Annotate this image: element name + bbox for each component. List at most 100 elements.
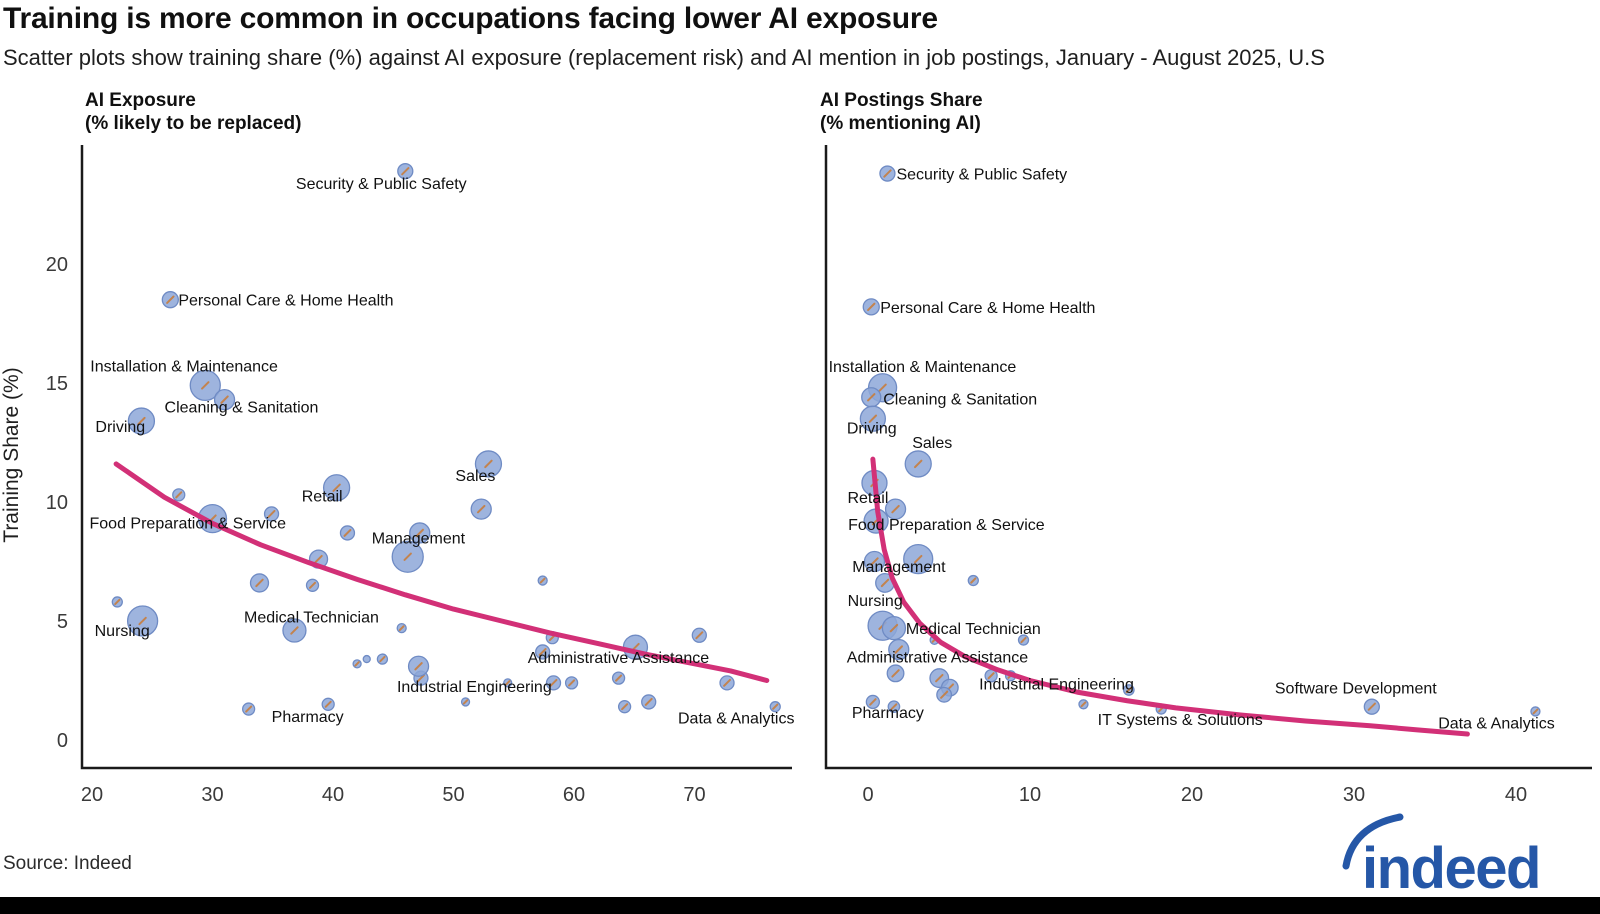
bubble-center-tick-icon: [1125, 686, 1133, 694]
y-tick-label: 20: [46, 254, 68, 276]
bubble-center-tick-icon: [621, 703, 629, 711]
point-label: Data & Analytics: [1438, 715, 1555, 732]
y-tick-label: 10: [46, 492, 68, 514]
bubble-center-tick-icon: [201, 381, 210, 390]
point-label: Nursing: [848, 593, 903, 610]
point-label: Security & Public Safety: [896, 167, 1067, 184]
indeed-logo-text: indeed: [1362, 836, 1540, 900]
bubble-center-tick-icon: [314, 554, 323, 564]
bubble-center-tick-icon: [1532, 708, 1539, 715]
x-tick-label: 30: [201, 784, 223, 806]
bubble-center-tick-icon: [568, 679, 576, 687]
x-tick-label: 20: [81, 784, 103, 806]
trend-line-left: [113, 461, 770, 683]
bubble-center-tick-icon: [462, 699, 469, 705]
x-tick-label: 70: [683, 784, 705, 806]
bubble-center-tick-icon: [644, 697, 653, 706]
chart-subtitle: Scatter plots show training share (%) ag…: [3, 45, 1325, 70]
bubble-center-tick-icon: [417, 674, 425, 683]
bubble-center-tick-icon: [880, 578, 890, 588]
bubble-center-tick-icon: [868, 414, 878, 423]
bubble-center-tick-icon: [914, 554, 923, 564]
x-tick-label: 40: [1505, 784, 1527, 806]
bubble-center-tick-icon: [869, 698, 877, 706]
point-label: IT Systems & Solutions: [1098, 712, 1263, 729]
panel-title-left: AI Exposure: [85, 90, 196, 111]
point-label: Driving: [95, 419, 145, 436]
bubble-center-tick-icon: [891, 504, 900, 514]
bubble-center-tick-icon: [324, 700, 332, 708]
point-label: Personal Care & Home Health: [178, 293, 393, 310]
point-label: Food Preparation & Service: [90, 516, 287, 533]
point-label: Driving: [847, 421, 897, 438]
bubble-center-tick-icon: [379, 655, 386, 663]
x-tick-label: 30: [1343, 784, 1365, 806]
point-label: Data & Analytics: [678, 711, 795, 728]
bubble-center-tick-icon: [870, 557, 879, 566]
point-label: Personal Care & Home Health: [880, 300, 1095, 317]
point-label: Security & Public Safety: [296, 176, 467, 193]
x-tick-label: 20: [1181, 784, 1203, 806]
point-label: Industrial Engineering: [979, 677, 1134, 694]
bubble-center-tick-icon: [914, 459, 923, 469]
panel-title-right: AI Postings Share: [820, 90, 983, 111]
bubble-center-tick-icon: [867, 302, 876, 312]
bubble-center-tick-icon: [970, 577, 977, 584]
point-label: Sales: [455, 468, 495, 485]
panel-subtitle-left: (% likely to be replaced): [85, 113, 301, 134]
bubble-center-tick-icon: [290, 626, 299, 635]
bubble-center-tick-icon: [484, 459, 493, 469]
point-label: Installation & Maintenance: [90, 358, 278, 375]
axis-line-left: [80, 145, 792, 770]
bubble-center-tick-icon: [549, 678, 558, 687]
bubble-center-tick-icon: [220, 395, 229, 404]
bubble-center-tick-icon: [539, 577, 546, 584]
point-label: Cleaning & Sanitation: [165, 400, 319, 417]
point-label: Pharmacy: [272, 709, 344, 726]
bubble-center-tick-icon: [477, 504, 486, 514]
bubble-center-tick-icon: [343, 529, 352, 537]
bubble-center-tick-icon: [403, 552, 412, 561]
bubble-center-tick-icon: [867, 393, 876, 402]
bubble-center-tick-icon: [890, 703, 898, 711]
data-point: [362, 654, 371, 664]
bubble-center-tick-icon: [505, 680, 511, 686]
bubble-center-tick-icon: [166, 295, 175, 304]
point-label: Administrative Assistance: [528, 650, 710, 667]
point-label: Retail: [302, 489, 343, 506]
bubble-center-tick-icon: [987, 672, 995, 680]
bubble-center-tick-icon: [894, 645, 903, 654]
bubble-center-tick-icon: [883, 169, 892, 178]
footer-bar: [0, 897, 1600, 914]
bubble-center-tick-icon: [1020, 636, 1027, 644]
point-label: Retail: [847, 490, 888, 507]
bubble-center-tick-icon: [401, 167, 410, 176]
y-tick-label: 15: [46, 373, 68, 395]
bubble-center-tick-icon: [354, 661, 360, 667]
indeed-logo-arc-icon: [1342, 813, 1404, 870]
point-label: Administrative Assistance: [847, 650, 1029, 667]
bubble-center-tick-icon: [267, 509, 276, 518]
bubble-center-tick-icon: [138, 616, 147, 626]
bubble-center-tick-icon: [175, 491, 183, 499]
x-tick-label: 50: [442, 784, 464, 806]
point-label: Sales: [912, 435, 952, 452]
point-label: Industrial Engineering: [397, 679, 552, 696]
point-label: Software Development: [1275, 681, 1437, 698]
panel-subtitle-right: (% mentioning AI): [820, 113, 981, 134]
indeed-logo: indeed: [1330, 804, 1600, 901]
x-tick-label: 0: [862, 784, 873, 806]
point-label: Medical Technician: [906, 621, 1041, 638]
point-label: Cleaning & Sanitation: [883, 391, 1037, 408]
bubble-center-tick-icon: [414, 662, 423, 671]
point-label: Installation & Maintenance: [829, 359, 1017, 376]
bubble-center-tick-icon: [114, 598, 121, 606]
bubble-center-tick-icon: [245, 705, 253, 713]
bubble-center-tick-icon: [878, 383, 887, 392]
bubble-center-tick-icon: [935, 673, 944, 683]
bubble-center-tick-icon: [891, 669, 900, 678]
y-axis-title: Training Share (%): [0, 367, 23, 542]
chart-title: Training is more common in occupations f…: [3, 2, 938, 35]
bubble-center-tick-icon: [615, 674, 623, 682]
point-label: Management: [372, 531, 466, 548]
